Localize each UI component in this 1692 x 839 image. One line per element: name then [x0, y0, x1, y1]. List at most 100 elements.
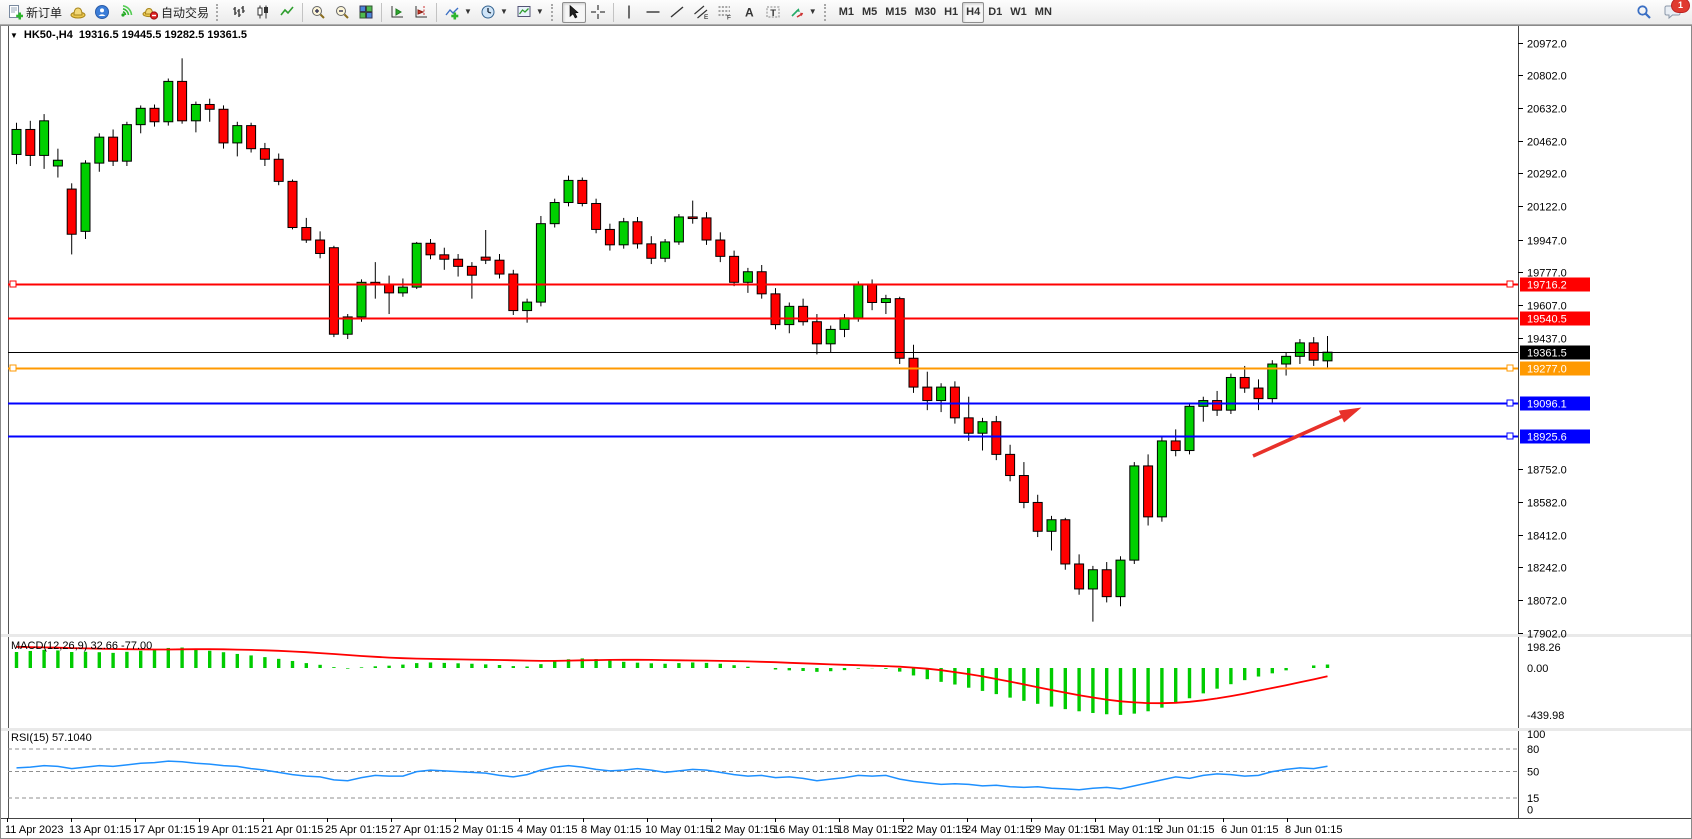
candles-layer — [11, 58, 1333, 622]
svg-text:10 May 01:15: 10 May 01:15 — [645, 824, 712, 836]
timeframe-w1[interactable]: W1 — [1006, 2, 1031, 23]
svg-text:21 Apr 01:15: 21 Apr 01:15 — [261, 824, 323, 836]
timeframe-label: M30 — [914, 6, 937, 18]
notifications-button[interactable]: 1 — [1660, 0, 1690, 23]
new-order-label: 新订单 — [26, 5, 63, 20]
svg-text:18072.0: 18072.0 — [1527, 596, 1567, 608]
line-handle[interactable] — [9, 364, 17, 372]
text-button[interactable]: A — [737, 2, 761, 23]
crosshair-button[interactable] — [586, 2, 610, 23]
candlestick-chart-button[interactable] — [251, 2, 275, 23]
svg-text:18242.0: 18242.0 — [1527, 563, 1567, 575]
clock-icon — [481, 5, 495, 19]
tile-windows-button[interactable] — [354, 2, 378, 23]
svg-text:19777.0: 19777.0 — [1527, 268, 1567, 280]
rsi-panel-splitter[interactable] — [1, 728, 1691, 731]
timeframe-h4[interactable]: H4 — [962, 1, 985, 23]
line-handle[interactable] — [9, 280, 17, 288]
price-axis[interactable]: 20972.0 20802.0 20632.0 20462.0 20292.0 20122… — [1518, 39, 1567, 641]
svg-text:25 Apr 01:15: 25 Apr 01:15 — [325, 824, 387, 836]
auto-scroll-button[interactable] — [385, 2, 409, 23]
svg-text:T: T — [770, 8, 776, 19]
timeframe-mn[interactable]: MN — [1031, 2, 1056, 23]
periods-button[interactable]: ▼ — [476, 2, 512, 23]
search-button[interactable] — [1632, 2, 1656, 23]
crosshair-icon — [590, 5, 605, 19]
svg-text:18 May 01:15: 18 May 01:15 — [837, 824, 904, 836]
bar-chart-button[interactable] — [227, 2, 251, 23]
timeframe-label: H1 — [944, 6, 959, 18]
templates-button[interactable]: ▼ — [512, 2, 548, 23]
chart-dropdown-icon[interactable]: ▼ — [10, 30, 18, 40]
expert-hat-button[interactable] — [66, 2, 90, 23]
timeframe-m5[interactable]: M5 — [858, 2, 881, 23]
chart-shift-button[interactable] — [409, 2, 433, 23]
autotrading-icon — [142, 7, 159, 20]
svg-text:20292.0: 20292.0 — [1527, 169, 1567, 181]
timeframe-label: M1 — [838, 6, 854, 18]
line-handle[interactable] — [1506, 280, 1514, 288]
timeframe-d1[interactable]: D1 — [984, 2, 1006, 23]
auto-scroll-icon — [391, 6, 404, 18]
price-tag — [1520, 361, 1590, 376]
vertical-line-button[interactable] — [617, 2, 641, 23]
zoom-out-button[interactable] — [330, 2, 354, 23]
rsi-line — [16, 760, 1328, 791]
timeframe-label: M15 — [885, 6, 907, 18]
timeframe-label: H4 — [966, 6, 981, 18]
svg-text:19 Apr 01:15: 19 Apr 01:15 — [197, 824, 259, 836]
price-tag — [1520, 396, 1590, 411]
chart-title[interactable]: ▼ HK50-,H4 19316.5 19445.5 19282.5 19361… — [10, 29, 247, 41]
line-handle[interactable] — [1506, 364, 1514, 372]
rsi-indicator-label: RSI(15) 57.1040 — [11, 732, 92, 744]
text-label-icon: T — [766, 6, 780, 19]
chart-shift-icon — [415, 6, 428, 18]
svg-text:15: 15 — [1527, 793, 1539, 805]
timeframe-h1[interactable]: H1 — [940, 2, 962, 23]
svg-text:19716.2: 19716.2 — [1527, 280, 1567, 292]
timeframe-m1[interactable]: M1 — [835, 2, 858, 23]
line-chart-button[interactable] — [275, 2, 299, 23]
trendline-button[interactable] — [665, 2, 689, 23]
equidistant-channel-button[interactable]: E — [689, 2, 713, 23]
arrows-button[interactable]: ▼ — [785, 2, 821, 23]
svg-text:19096.1: 19096.1 — [1527, 399, 1567, 411]
line-handle[interactable] — [1506, 399, 1514, 407]
cursor-button[interactable] — [561, 1, 586, 23]
svg-text:17 Apr 01:15: 17 Apr 01:15 — [133, 824, 195, 836]
svg-text:2 Jun 01:15: 2 Jun 01:15 — [1157, 824, 1215, 836]
svg-text:20632.0: 20632.0 — [1527, 104, 1567, 116]
autotrading-button[interactable]: 自动交易 — [138, 2, 213, 23]
macd-panel-splitter[interactable] — [1, 634, 1691, 637]
notification-badge: 1 — [1671, 0, 1690, 13]
new-order-button[interactable]: 新订单 — [3, 2, 66, 23]
timeframe-m15[interactable]: M15 — [881, 2, 910, 23]
trend-arrow[interactable] — [1252, 407, 1362, 458]
toolbar-grip — [823, 3, 830, 21]
signals-button[interactable] — [114, 2, 138, 23]
svg-text:13 Apr 01:15: 13 Apr 01:15 — [69, 824, 131, 836]
vertical-line-icon — [628, 5, 630, 19]
community-button[interactable] — [90, 2, 114, 23]
horizontal-line-button[interactable] — [641, 2, 665, 23]
svg-text:19277.0: 19277.0 — [1527, 364, 1567, 376]
timeframe-m30[interactable]: M30 — [911, 2, 940, 23]
indicators-icon — [445, 7, 459, 20]
time-axis[interactable]: 11 Apr 2023 13 Apr 01:15 17 Apr 01:15 19 Ap… — [5, 818, 1343, 836]
zoom-in-button[interactable] — [306, 2, 330, 23]
fibonacci-button[interactable]: F — [713, 2, 737, 23]
chevron-down-icon: ▼ — [499, 7, 508, 16]
indicators-button[interactable]: ▼ — [440, 2, 476, 23]
toolbar-grip — [550, 3, 557, 21]
toolbar-separator — [612, 2, 614, 22]
svg-text:11 Apr 2023: 11 Apr 2023 — [5, 824, 64, 836]
zoom-out-icon — [336, 6, 349, 19]
svg-text:17902.0: 17902.0 — [1527, 629, 1567, 641]
autotrading-label: 自动交易 — [161, 5, 210, 20]
line-handle[interactable] — [1506, 432, 1514, 440]
line-chart-icon — [280, 6, 294, 16]
green-signal-icon — [121, 5, 133, 17]
text-label-button[interactable]: T — [761, 2, 785, 23]
svg-text:20462.0: 20462.0 — [1527, 137, 1567, 149]
